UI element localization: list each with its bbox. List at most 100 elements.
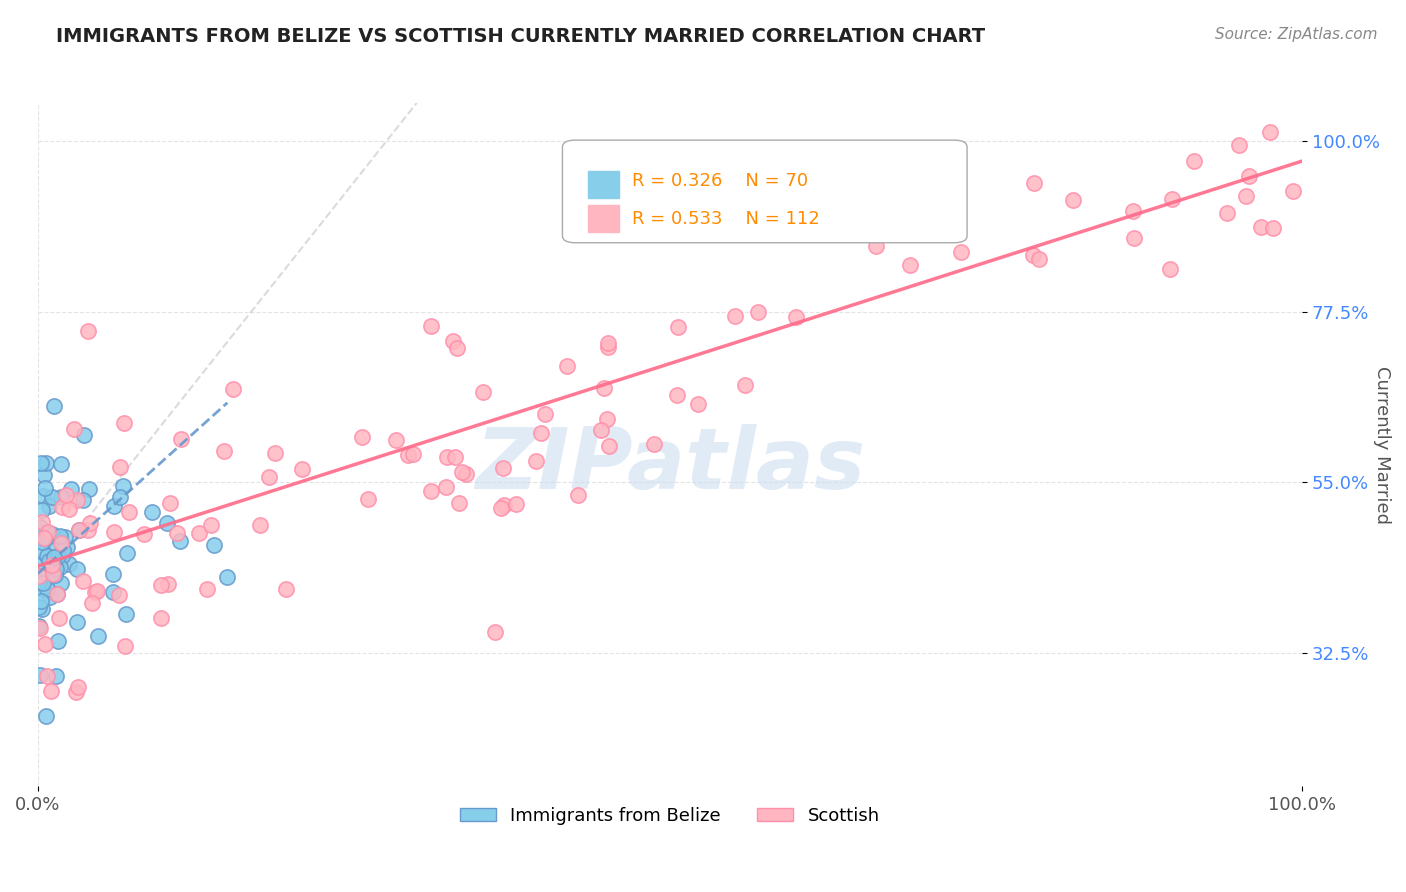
- Immigrants from Belize: [49, 491, 72, 505]
- Scottish: [28, 621, 51, 635]
- Scottish: [108, 588, 131, 602]
- Scottish: [72, 574, 94, 589]
- Scottish: [734, 377, 756, 392]
- Immigrants from Belize: [41, 526, 63, 541]
- Scottish: [492, 498, 515, 512]
- Scottish: [249, 518, 271, 533]
- Scottish: [785, 310, 807, 324]
- Scottish: [1161, 192, 1184, 206]
- Immigrants from Belize: [31, 569, 53, 583]
- Immigrants from Belize: [51, 457, 73, 471]
- Scottish: [1159, 261, 1181, 276]
- Immigrants from Belize: [38, 500, 60, 514]
- Immigrants from Belize: [45, 587, 67, 601]
- Immigrants from Belize: [53, 530, 76, 544]
- Scottish: [55, 488, 77, 502]
- Scottish: [591, 423, 613, 437]
- Immigrants from Belize: [49, 576, 72, 591]
- Immigrants from Belize: [31, 490, 53, 504]
- Scottish: [84, 585, 107, 599]
- Scottish: [188, 526, 211, 541]
- Immigrants from Belize: [66, 615, 89, 629]
- Scottish: [200, 518, 222, 533]
- Scottish: [484, 624, 506, 639]
- Scottish: [1282, 185, 1305, 199]
- Scottish: [108, 460, 131, 475]
- Scottish: [491, 500, 513, 515]
- Immigrants from Belize: [45, 562, 67, 576]
- Scottish: [63, 422, 86, 436]
- Scottish: [1258, 125, 1281, 139]
- Scottish: [1182, 153, 1205, 168]
- Immigrants from Belize: [32, 545, 55, 559]
- Immigrants from Belize: [28, 667, 51, 681]
- Immigrants from Belize: [35, 582, 58, 596]
- Scottish: [77, 524, 100, 538]
- Legend: Immigrants from Belize, Scottish: Immigrants from Belize, Scottish: [453, 800, 887, 832]
- Scottish: [150, 611, 173, 625]
- Immigrants from Belize: [44, 568, 66, 582]
- Immigrants from Belize: [103, 500, 125, 514]
- Immigrants from Belize: [28, 600, 51, 615]
- Scottish: [350, 430, 373, 444]
- Scottish: [41, 558, 63, 573]
- Scottish: [77, 324, 100, 338]
- Scottish: [1123, 231, 1146, 245]
- Scottish: [385, 433, 408, 447]
- Scottish: [257, 469, 280, 483]
- Scottish: [666, 319, 689, 334]
- Scottish: [747, 305, 769, 319]
- Scottish: [66, 680, 89, 694]
- Scottish: [530, 426, 553, 441]
- Immigrants from Belize: [31, 576, 53, 591]
- Scottish: [1022, 176, 1045, 190]
- Immigrants from Belize: [52, 543, 75, 558]
- Scottish: [555, 359, 578, 374]
- Immigrants from Belize: [28, 618, 51, 632]
- Scottish: [46, 587, 69, 601]
- Scottish: [686, 397, 709, 411]
- Scottish: [112, 417, 135, 431]
- Scottish: [1216, 206, 1239, 220]
- Scottish: [1239, 169, 1261, 183]
- Scottish: [441, 334, 464, 348]
- Scottish: [436, 450, 458, 464]
- Scottish: [37, 669, 59, 683]
- Scottish: [665, 388, 688, 402]
- Scottish: [950, 245, 973, 260]
- Immigrants from Belize: [115, 546, 138, 560]
- Scottish: [357, 491, 380, 506]
- Scottish: [195, 582, 218, 597]
- Scottish: [42, 566, 65, 581]
- Text: R = 0.533    N = 112: R = 0.533 N = 112: [631, 210, 820, 227]
- Immigrants from Belize: [31, 555, 53, 569]
- Scottish: [471, 384, 494, 399]
- Immigrants from Belize: [34, 481, 56, 495]
- Scottish: [65, 685, 87, 699]
- Immigrants from Belize: [35, 709, 58, 723]
- Immigrants from Belize: [28, 531, 51, 545]
- Scottish: [1122, 203, 1144, 218]
- Scottish: [276, 582, 298, 596]
- Scottish: [1062, 194, 1084, 208]
- Immigrants from Belize: [101, 567, 124, 582]
- Text: ZIPatlas: ZIPatlas: [475, 424, 865, 507]
- Immigrants from Belize: [31, 582, 53, 596]
- Immigrants from Belize: [156, 516, 179, 530]
- Scottish: [443, 450, 465, 464]
- Scottish: [598, 439, 620, 453]
- Immigrants from Belize: [111, 479, 134, 493]
- Scottish: [32, 531, 55, 545]
- Scottish: [596, 412, 619, 426]
- Scottish: [157, 576, 180, 591]
- Immigrants from Belize: [35, 456, 58, 470]
- Scottish: [114, 639, 136, 653]
- Immigrants from Belize: [37, 549, 59, 564]
- Immigrants from Belize: [28, 529, 51, 543]
- Scottish: [598, 335, 620, 350]
- Scottish: [910, 213, 932, 227]
- Scottish: [865, 239, 887, 253]
- Scottish: [222, 382, 245, 396]
- Immigrants from Belize: [38, 554, 60, 568]
- Immigrants from Belize: [41, 490, 63, 504]
